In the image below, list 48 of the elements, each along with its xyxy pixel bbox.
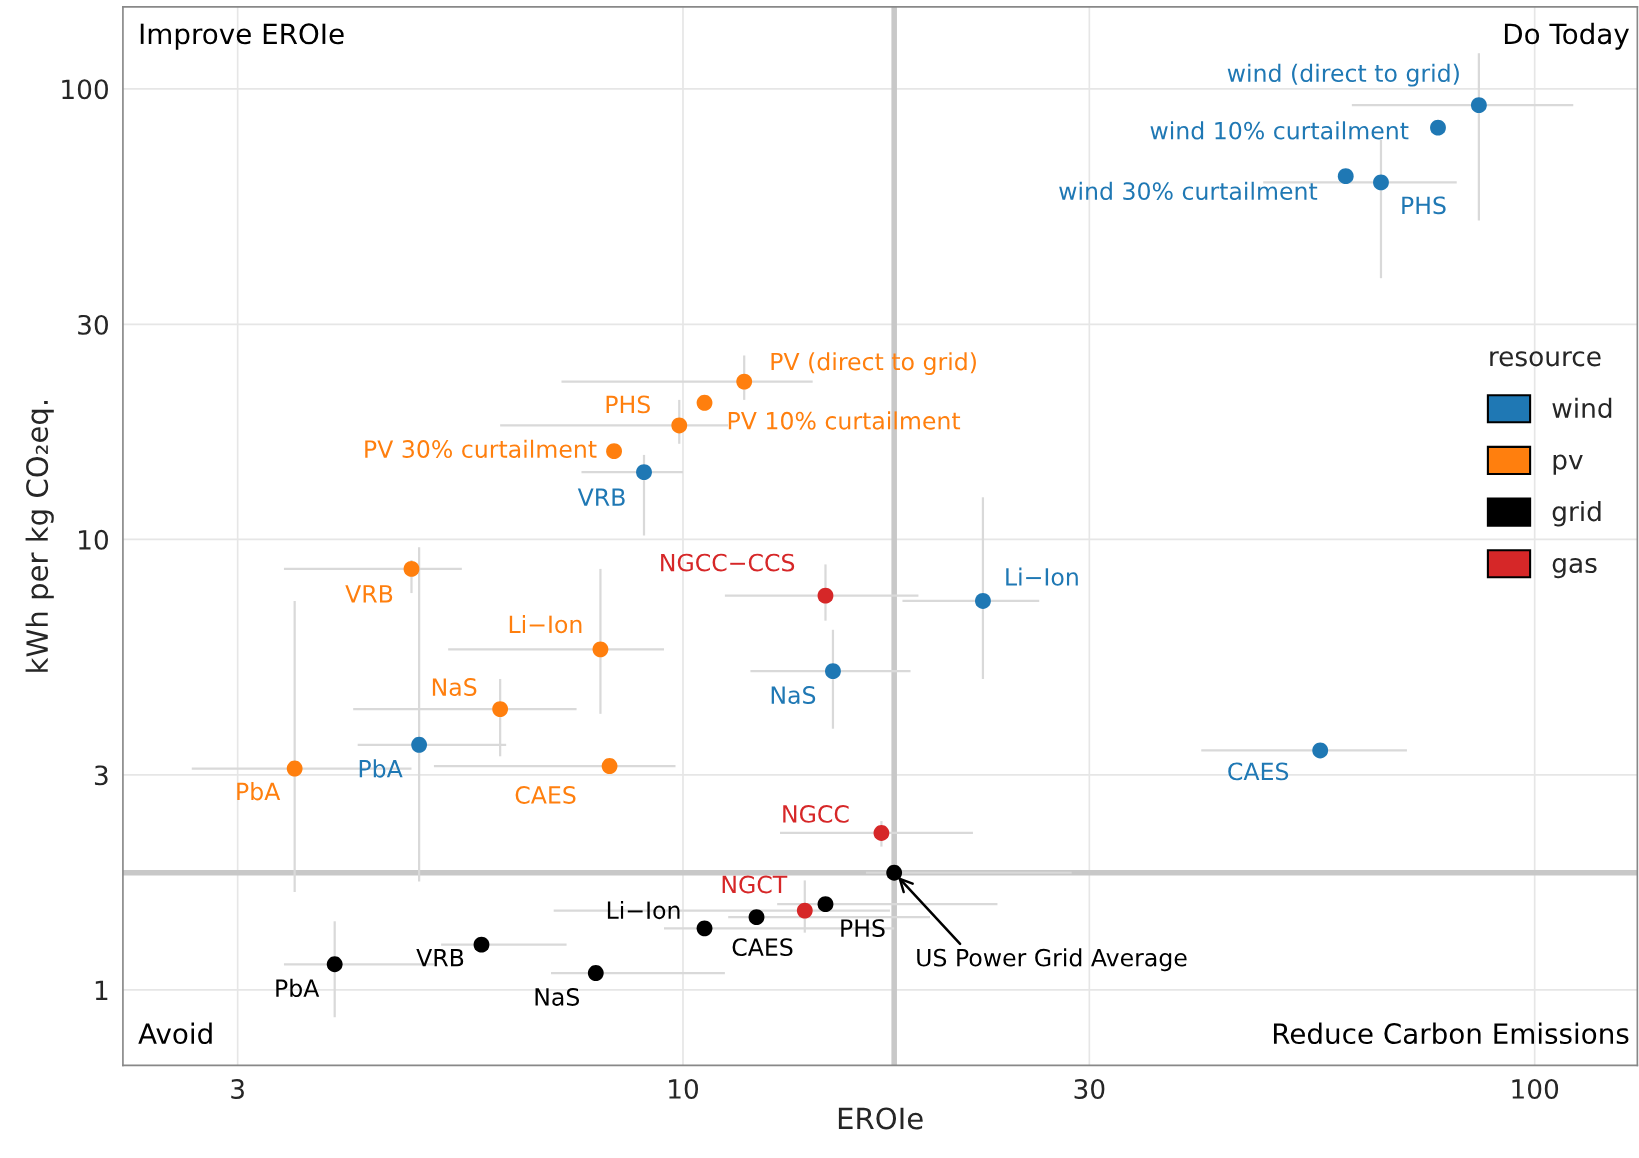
- annotation: VRB: [577, 488, 625, 506]
- annotation: NaS: [432, 678, 477, 696]
- annotation: wind (direct to grid): [1227, 63, 1459, 87]
- legend-title: resource: [1490, 351, 1601, 367]
- legend-label: wind: [1552, 397, 1612, 419]
- y-tick-label: 1: [95, 980, 108, 1000]
- y-tick-label: 100: [62, 79, 108, 100]
- annotation: PbA: [237, 782, 281, 801]
- annotation: wind 10% curtailment: [1150, 121, 1409, 140]
- annotation: PbA: [359, 759, 403, 778]
- legend-label: pv: [1553, 454, 1583, 475]
- annotation: PV 30% curtailment: [365, 439, 597, 458]
- annotation: Avoid: [138, 1022, 212, 1045]
- annotation: NGCC−CCS: [661, 553, 795, 572]
- annotation: PbA: [276, 978, 320, 998]
- annotation: Li−Ion: [607, 900, 680, 920]
- y-axis-title: kWh per kg CO₂eq.: [25, 400, 54, 672]
- annotation: Do Today: [1504, 22, 1629, 50]
- legend-label: grid: [1552, 500, 1601, 527]
- annotation: Li−Ion: [509, 614, 582, 634]
- annotation: VRB: [345, 585, 393, 603]
- annotation: NaS: [535, 988, 580, 1006]
- annotation: CAES: [732, 938, 793, 957]
- annotation: Li−Ion: [1006, 567, 1078, 586]
- y-tick-label: 10: [79, 529, 108, 550]
- x-tick-label: 10: [669, 1079, 699, 1099]
- x-tick-label: 30: [1074, 1079, 1105, 1099]
- annotation: PV (direct to grid): [771, 352, 976, 376]
- annotation: PHS: [1402, 196, 1446, 215]
- annotation: Improve EROIe: [140, 23, 344, 50]
- annotation: Reduce Carbon Emissions: [1273, 1022, 1629, 1045]
- annotation: NGCT: [722, 875, 788, 894]
- annotation: VRB: [416, 948, 464, 967]
- annotation: PV 10% curtailment: [728, 411, 961, 430]
- x-tick-label: 3: [231, 1079, 244, 1099]
- annotation: US Power Grid Average: [917, 948, 1187, 972]
- y-tick-label: 3: [94, 765, 108, 786]
- x-axis-title: EROIe: [838, 1107, 923, 1130]
- annotation: PHS: [606, 395, 650, 414]
- annotation: NaS: [771, 686, 816, 704]
- x-tick-label: 100: [1512, 1079, 1559, 1099]
- annotation: wind 30% curtailment: [1059, 181, 1318, 201]
- annotation: PHS: [841, 919, 885, 938]
- annotation: CAES: [515, 786, 576, 804]
- annotation: NGCC: [783, 804, 849, 823]
- y-tick-label: 30: [78, 314, 108, 335]
- legend-label: gas: [1552, 557, 1597, 579]
- annotation: CAES: [1228, 762, 1289, 781]
